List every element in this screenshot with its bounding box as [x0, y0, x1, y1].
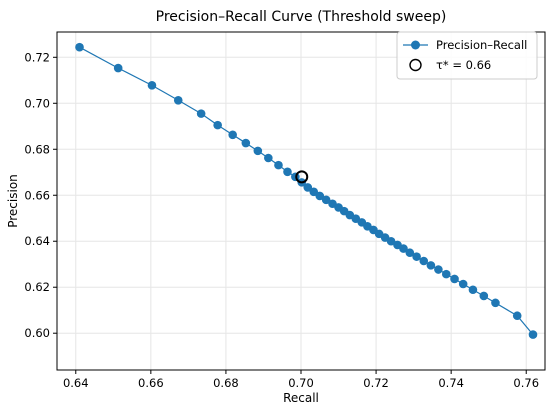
y-tick-label: 0.64 [24, 234, 50, 248]
data-point [386, 236, 396, 246]
data-point [426, 261, 436, 270]
chart-title: Precision–Recall Curve (Threshold sweep) [156, 9, 447, 25]
data-point [264, 153, 273, 163]
y-tick-label: 0.62 [24, 280, 50, 294]
legend-highlight-swatch [409, 58, 422, 72]
data-point [528, 330, 538, 339]
y-tick-label: 0.68 [24, 142, 50, 156]
x-tick-label: 0.70 [288, 376, 314, 390]
data-point [450, 274, 459, 284]
y-axis-label: Precision [6, 174, 20, 228]
data-point [434, 265, 443, 274]
data-point [479, 291, 489, 301]
optimal-threshold-marker [295, 170, 309, 184]
y-tick-label: 0.66 [24, 188, 50, 202]
data-point [274, 160, 283, 170]
data-point [441, 269, 451, 279]
legend-box [396, 31, 538, 80]
x-tick-label: 0.72 [363, 376, 389, 390]
data-point [412, 252, 421, 261]
x-tick-label: 0.76 [513, 376, 539, 390]
legend-marker-swatch [411, 40, 420, 50]
highlight-layer [295, 170, 309, 184]
x-tick-label: 0.64 [63, 376, 89, 390]
data-point [419, 256, 429, 266]
data-point [241, 138, 251, 148]
y-axis-ticks: 0.60 0.62 0.64 0.66 0.68 0.70 0.72 [24, 50, 57, 340]
data-point [491, 298, 500, 308]
data-point [147, 81, 157, 90]
data-point [75, 42, 84, 52]
data-point [283, 167, 292, 177]
data-point [512, 311, 522, 321]
y-tick-label: 0.60 [24, 326, 50, 340]
data-point [213, 120, 222, 130]
legend-series-label: Precision–Recall [436, 38, 527, 52]
y-tick-label: 0.72 [24, 50, 50, 64]
y-tick-label: 0.70 [24, 96, 50, 110]
data-point [315, 191, 325, 201]
data-point [458, 279, 468, 289]
data-point [173, 95, 183, 105]
x-tick-label: 0.66 [138, 376, 164, 390]
data-point [253, 146, 263, 156]
data-point [309, 187, 319, 197]
data-point [399, 244, 408, 253]
data-point [113, 63, 123, 73]
grid [57, 32, 545, 370]
x-tick-label: 0.68 [213, 376, 239, 390]
x-axis-label: Recall [283, 391, 319, 405]
data-point [228, 130, 237, 140]
data-point [321, 195, 331, 205]
data-point [405, 248, 415, 258]
legend: Precision–Recall τ* = 0.66 [396, 31, 538, 80]
data-point [196, 109, 206, 118]
data-point [468, 285, 478, 295]
legend-highlight-label: τ* = 0.66 [436, 58, 491, 72]
x-axis-ticks: 0.64 0.66 0.68 0.70 0.72 0.74 0.76 [63, 370, 539, 390]
x-tick-label: 0.74 [438, 376, 464, 390]
data-point [303, 183, 313, 192]
